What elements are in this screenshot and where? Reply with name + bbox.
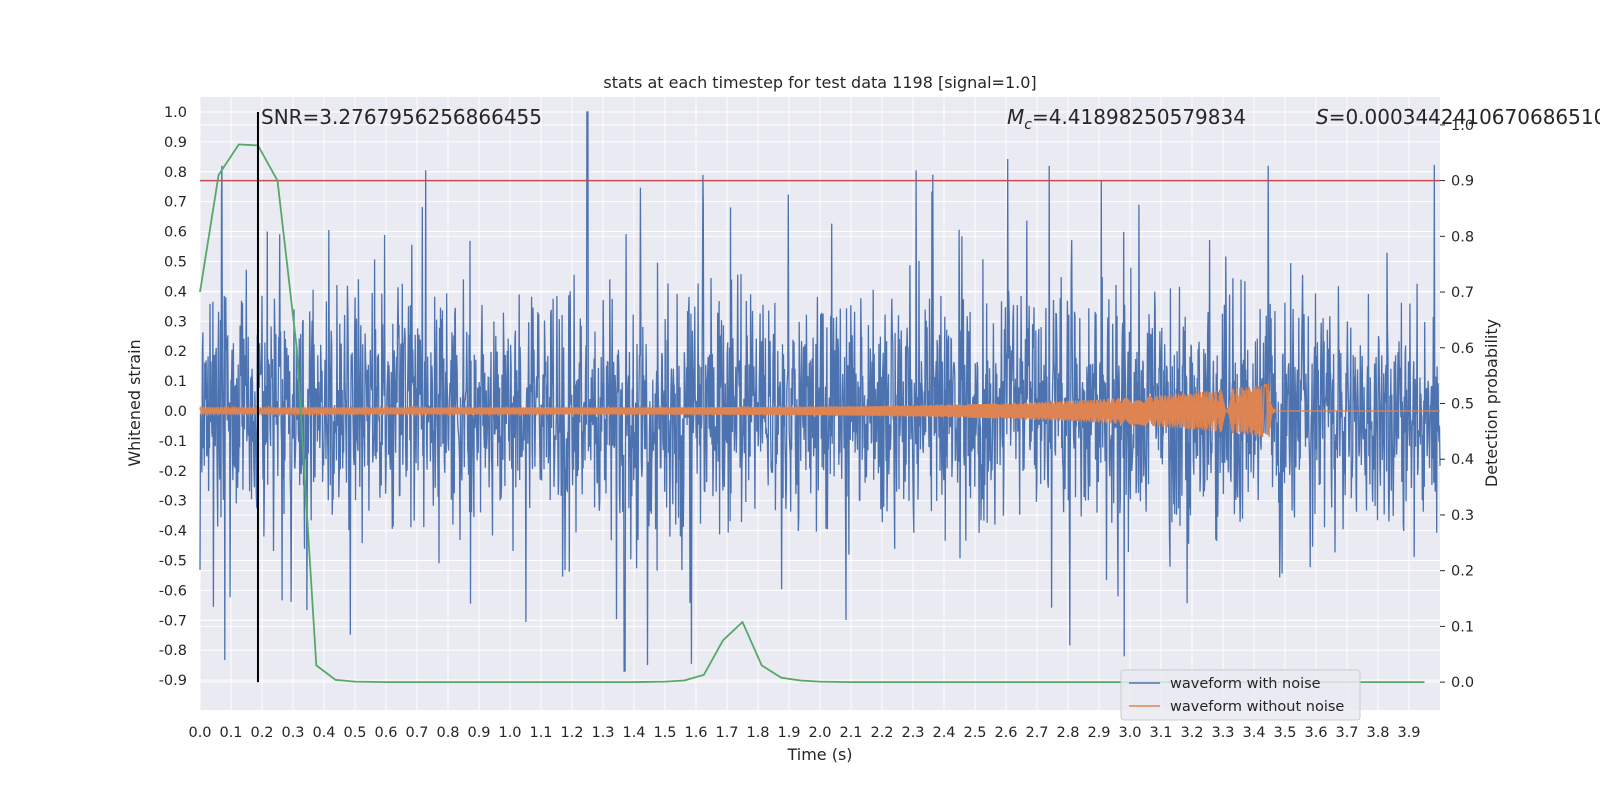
x-tick-label: 0.7 [405, 725, 428, 741]
y-tick-label-right: 0.2 [1451, 564, 1474, 580]
y-tick-label-right: 0.6 [1451, 341, 1474, 357]
x-tick-label: 1.7 [715, 725, 738, 741]
y-tick-label-right: 0.0 [1451, 675, 1474, 691]
x-tick-label: 3.7 [1335, 725, 1358, 741]
x-tick-label: 1.8 [746, 725, 769, 741]
x-tick-label: 1.0 [498, 725, 521, 741]
y-tick-label-right: 0.1 [1451, 619, 1474, 635]
x-tick-label: 0.0 [188, 725, 211, 741]
x-tick-label: 0.9 [467, 725, 490, 741]
s-value: =0.0003442410670686510 [1329, 105, 1600, 129]
x-tick-label: 1.9 [777, 725, 800, 741]
x-tick-label: 2.9 [1087, 725, 1110, 741]
x-tick-label: 3.2 [1180, 725, 1203, 741]
x-axis-label: Time (s) [786, 745, 852, 764]
y-tick-label-left: 0.1 [164, 374, 187, 390]
y-tick-label-left: 0.9 [164, 135, 187, 151]
legend-box [1120, 669, 1361, 721]
x-tick-label: 2.7 [1025, 725, 1048, 741]
x-tick-label: 3.8 [1366, 725, 1389, 741]
y-tick-label-right: 0.9 [1451, 174, 1474, 190]
x-tick-label: 1.3 [591, 725, 614, 741]
y-tick-label-right: 0.4 [1451, 452, 1474, 468]
x-tick-label: 2.6 [994, 725, 1017, 741]
waveform-without-noise-line [199, 383, 1440, 438]
snr-annotation: SNR=3.2767956256866455 [261, 105, 542, 129]
legend-label-noise: waveform with noise [1170, 676, 1321, 692]
x-tick-label: 1.5 [653, 725, 676, 741]
y-tick-label-left: -0.9 [159, 673, 187, 689]
y-tick-label-right: 1.0 [1451, 118, 1474, 134]
x-tick-label: 2.5 [963, 725, 986, 741]
legend-label-clean: waveform without noise [1170, 699, 1344, 715]
y-tick-label-left: -0.1 [159, 434, 187, 450]
y-tick-label-left: 0.0 [164, 404, 187, 420]
x-tick-label: 3.9 [1397, 725, 1420, 741]
y-tick-label-left: 0.2 [164, 344, 187, 360]
tick-labels: 0.0 0.1 0.2 0.3 0.4 0.5 0.6 0.7 0.8 0.9 1.0 1.1 1.2 1… [159, 105, 1474, 741]
x-tick-label: 1.2 [560, 725, 583, 741]
y-tick-label-left: 0.7 [164, 195, 187, 211]
y-tick-label-left: 0.5 [164, 254, 187, 270]
s-annotation: S=0.0003442410670686510 [1316, 105, 1600, 129]
x-tick-label: 3.1 [1149, 725, 1172, 741]
x-tick-label: 0.6 [374, 725, 397, 741]
y-tick-label-left: -0.6 [159, 583, 187, 599]
x-tick-label: 0.4 [312, 725, 335, 741]
x-tick-label: 3.0 [1118, 725, 1141, 741]
y-tick-label-left: -0.7 [159, 613, 187, 629]
y-tick-label-left: 1.0 [164, 105, 187, 121]
y-tick-label-left: 0.3 [164, 314, 187, 330]
y-tick-label-left: -0.8 [159, 643, 187, 659]
x-tick-label: 0.8 [436, 725, 459, 741]
y-tick-label-left: -0.3 [159, 494, 187, 510]
x-tick-label: 3.4 [1242, 725, 1265, 741]
y-tick-label-left: 0.6 [164, 225, 187, 241]
y-tick-label-right: 0.8 [1451, 229, 1474, 245]
y-tick-label-right: 0.7 [1451, 285, 1474, 301]
x-tick-label: 2.0 [808, 725, 831, 741]
x-tick-label: 3.5 [1273, 725, 1296, 741]
x-tick-label: 2.2 [870, 725, 893, 741]
x-tick-label: 2.1 [839, 725, 862, 741]
x-tick-label: 2.3 [901, 725, 924, 741]
x-tick-label: 1.4 [622, 725, 645, 741]
y-tick-label-right: 0.5 [1451, 397, 1474, 413]
y-tick-label-left: 0.4 [164, 284, 187, 300]
y-axis-label-right: Detection probability [1482, 319, 1501, 487]
x-tick-label: 0.3 [281, 725, 304, 741]
x-tick-label: 2.4 [932, 725, 955, 741]
x-tick-label: 3.6 [1304, 725, 1327, 741]
y-tick-label-right: 0.3 [1451, 508, 1474, 524]
chart-title: stats at each timestep for test data 119… [603, 73, 1036, 92]
y-tick-label-left: -0.2 [159, 464, 187, 480]
detection-probability-line [199, 143, 1425, 683]
y-tick-label-left: -0.4 [159, 524, 187, 540]
x-tick-label: 1.6 [684, 725, 707, 741]
x-tick-label: 2.8 [1056, 725, 1079, 741]
legend: waveform with noise waveform without noi… [1120, 669, 1361, 721]
y-tick-label-left: 0.8 [164, 165, 187, 181]
x-tick-label: 3.3 [1211, 725, 1234, 741]
chirp-mass-annotation: Mc=4.41898250579834 [1007, 105, 1246, 133]
x-tick-label: 1.1 [529, 725, 552, 741]
x-tick-label: 0.2 [250, 725, 273, 741]
series-layer [199, 111, 1441, 683]
y-tick-label-left: -0.5 [159, 553, 187, 569]
x-tick-label: 0.1 [219, 725, 242, 741]
y-axis-label-left: Whitened strain [125, 339, 144, 466]
chirp-mass-value: =4.41898250579834 [1032, 105, 1246, 129]
x-tick-label: 0.5 [343, 725, 366, 741]
